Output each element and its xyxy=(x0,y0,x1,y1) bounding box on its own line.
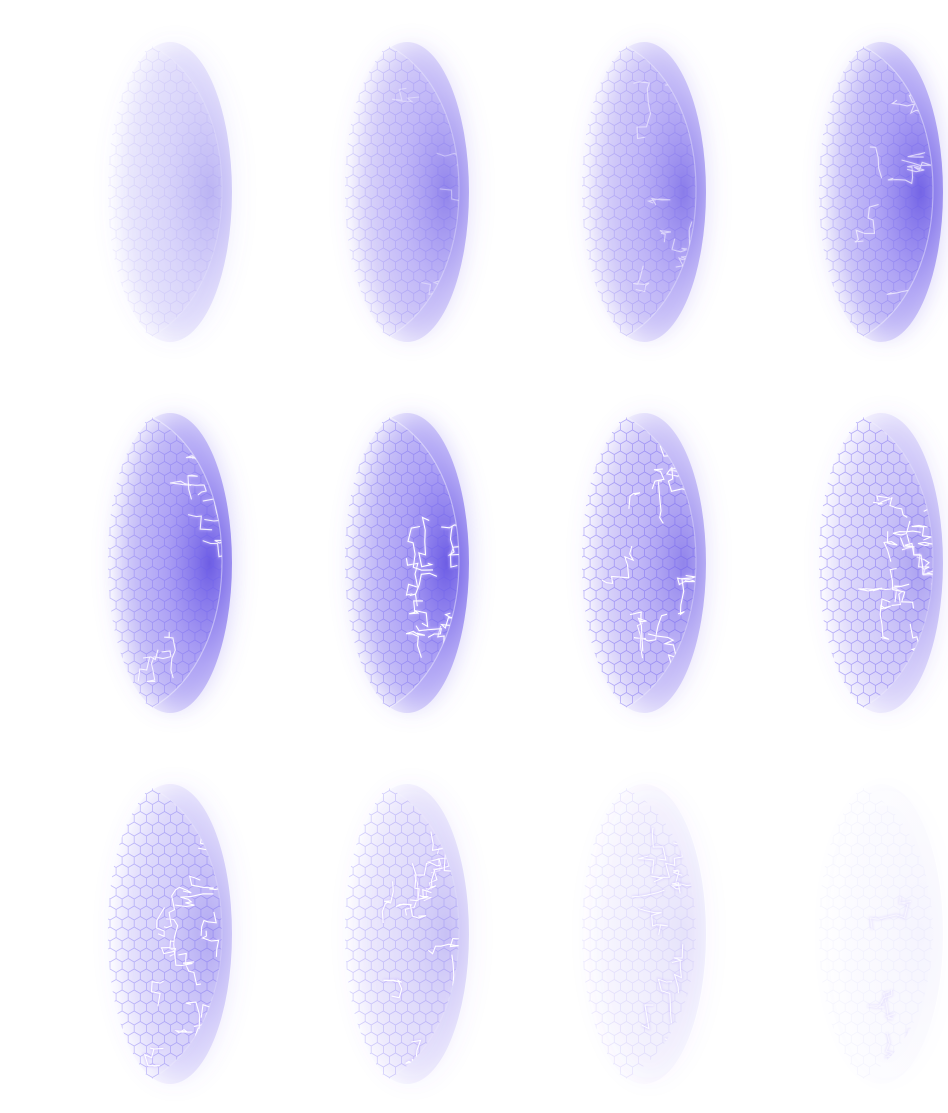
shield-glow xyxy=(108,42,232,342)
shield-cracks xyxy=(404,515,459,695)
shield-glow xyxy=(582,413,706,713)
shield-frame-1-art xyxy=(108,42,233,342)
shield-frame-11-art xyxy=(582,784,707,1084)
shield-frame-4-art xyxy=(819,42,944,342)
shield-frame-12 xyxy=(711,742,948,1113)
shield-frame-7 xyxy=(474,371,711,742)
shield-frame-12-art xyxy=(819,784,943,1084)
shield-frame-5-art xyxy=(108,413,233,713)
shield-frame-2 xyxy=(237,0,474,371)
shield-frame-2-art xyxy=(345,42,470,342)
shield-rim xyxy=(623,786,697,1081)
shield-rim xyxy=(386,44,460,339)
shield-frame-8 xyxy=(711,371,948,742)
shield-rim xyxy=(149,415,223,710)
shield-glow xyxy=(819,784,943,1084)
shield-frame-7-art xyxy=(582,413,707,713)
shield-frame-3-art xyxy=(582,42,707,342)
shield-rim xyxy=(386,415,460,710)
shield-rim xyxy=(623,415,697,710)
shield-rim xyxy=(623,44,697,339)
shield-rim xyxy=(386,786,460,1081)
shield-glow xyxy=(108,413,232,713)
shield-glow xyxy=(345,42,469,342)
shield-frame-10 xyxy=(237,742,474,1113)
shield-frame-6 xyxy=(237,371,474,742)
shield-frame-6-art xyxy=(345,413,470,713)
shield-frame-4 xyxy=(711,0,948,371)
shield-frame-11 xyxy=(474,742,711,1113)
shield-frame-9 xyxy=(0,742,237,1113)
shield-rim xyxy=(860,415,934,710)
shield-frame-1 xyxy=(0,0,237,371)
shield-glow xyxy=(582,42,706,342)
shield-rim xyxy=(149,786,223,1081)
shield-frame-3 xyxy=(474,0,711,371)
shield-glow xyxy=(819,42,943,342)
shield-frame-10-art xyxy=(345,784,470,1084)
shield-frame-5 xyxy=(0,371,237,742)
shield-rim xyxy=(860,44,934,339)
shield-frame-8-art xyxy=(819,413,944,713)
shield-frame-9-art xyxy=(108,784,233,1084)
shield-glow xyxy=(108,784,232,1084)
shield-rim xyxy=(149,44,223,339)
